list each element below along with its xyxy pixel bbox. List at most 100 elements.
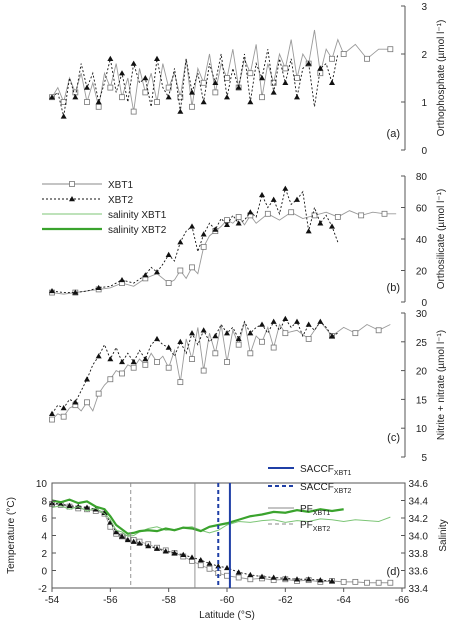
panel-c-ytick-label: 20 [416,367,428,378]
legend-label: salinity XBT2 [108,225,167,236]
panel-c-point-xbt2 [177,338,184,344]
panel-c-point-xbt2 [200,327,207,333]
panel-d-point-xbt2 [294,576,300,582]
panel-a-point-xbt2 [212,79,219,85]
panel-c-y-label: Nitrite + nitrate (µmol l⁻¹) [436,330,447,440]
panel-a-point-xbt2 [294,94,300,100]
panel-d-point-xbt1 [340,578,347,585]
front-legend-label: PFXBT2 [300,520,330,533]
panel-b-point-xbt1 [189,264,195,271]
panel-d-right-tick-label: 34.2 [409,514,429,525]
panel-a-point-xbt1 [212,89,219,96]
front-legend-label: PFXBT1 [300,504,330,517]
panel-b-point-xbt2 [189,223,195,229]
x-tick-label: -62 [278,595,293,606]
panel-c-point-xbt2 [130,358,137,365]
legend-marker [69,181,75,187]
panel-c-point-xbt1 [305,336,312,342]
panel-a-point-xbt1 [270,79,277,86]
panel-b-series-xbt2 [51,187,339,293]
panel-d-left-tick-label: -2 [38,584,47,595]
panel-b-ytick-label: 20 [416,267,428,278]
panel-a-point-xbt2 [282,79,289,85]
panel-d-point-xbt2 [247,571,254,578]
panel-d-point-xbt2 [162,548,169,554]
panel-a-point-xbt1 [340,51,347,57]
panel-d-point-xbt1 [375,579,382,586]
panel-d-point-xbt1 [235,574,242,581]
panel-a-point-xbt1 [154,99,160,105]
panel-a-point-xbt1 [282,65,289,72]
legend-marker [69,196,75,202]
panel-d-point-xbt2 [84,504,90,510]
panel-a-ytick-label: 1 [421,98,427,109]
panel-b-point-xbt2 [165,251,172,257]
panel-c-point-xbt2 [119,358,125,365]
panel-c-point-xbt2 [154,335,160,342]
legend-label: XBT1 [108,180,133,191]
panel-c-point-xbt1 [200,367,207,374]
panel-b-point-xbt2 [154,269,160,275]
panel-d-point-xbt2 [154,545,160,551]
panel-a-point-xbt2 [189,89,195,95]
panel-d-point-xbt2 [145,543,152,549]
panel-c-point-xbt2 [294,318,300,324]
panel-b-point-xbt1 [288,209,295,216]
panel-a-point-xbt1 [317,70,324,77]
panel-c-point-xbt2 [224,330,230,336]
panel-c-point-xbt1 [107,376,114,383]
panel-b-point-xbt1 [358,212,365,219]
panel-c-point-xbt2 [165,344,172,350]
panel-b-point-xbt1 [264,210,271,217]
panel-a-point-xbt1 [165,84,172,91]
panel-c-series-xbt1 [51,320,391,420]
panel-c-ytick-label: 25 [416,338,428,349]
panel-letter: (d) [387,566,400,578]
panel-c-point-xbt1 [235,341,242,348]
panel-d-right-tick-label: 34.4 [409,497,429,508]
panel-d-right-tick-label: 33.8 [409,549,429,560]
panel-b-y-label: Orthosilicate (µmol l⁻¹) [436,189,447,290]
panel-a-point-xbt2 [119,70,125,76]
panel-a-point-xbt2 [95,99,102,105]
panel-b-point-xbt1 [177,267,184,274]
panel-b-point-xbt2 [294,196,300,202]
panel-c-ytick-label: 10 [416,424,428,435]
panel-c-series-xbt2 [51,317,339,415]
panel-b-point-xbt2 [305,228,312,234]
panel-d-point-xbt2 [124,536,131,543]
panel-c-point-xbt2 [259,321,265,327]
panel-a-point-xbt1 [387,46,394,53]
panel-d-point-xbt2 [329,578,335,584]
panel-a-series-xbt1 [51,29,391,112]
panel-c-ytick-label: 15 [416,395,428,406]
panel-d-y-label: Temperature (°C) [6,497,17,574]
panel-d-right-tick-label: 33.4 [409,584,429,595]
panel-d-point-xbt2 [197,557,204,563]
panel-b-point-xbt2 [177,239,184,245]
panel-a-point-xbt2 [329,79,335,85]
panel-c-point-xbt1 [84,399,90,406]
panel-b-point-xbt2 [259,191,265,198]
panel-b-point-xbt2 [142,272,149,278]
panel-b-point-xbt2 [270,196,277,202]
panel-c-point-xbt1 [212,350,219,357]
panel-b-point-xbt2 [235,220,242,226]
front-legend-label: SACCFXBT2 [300,482,352,495]
panel-d-left-tick-label: 2 [41,549,47,560]
panel-d-point-xbt2 [113,529,120,535]
panel-b-point-xbt2 [72,289,79,295]
panel-letter: (a) [387,128,400,140]
panel-b-point-xbt1 [165,280,172,287]
panel-d-left-tick-label: 10 [36,479,48,490]
panel-a-point-xbt1 [130,108,137,115]
panel-d-series-salinity-xbt2 [51,498,344,535]
panel-c-point-xbt2 [84,376,90,382]
panel-b-ytick-label: 60 [416,204,428,215]
panel-a-point-xbt2 [49,94,55,100]
panel-d-left-tick-label: 4 [41,532,47,543]
panel-b-point-xbt1 [200,243,207,250]
panel-b-point-xbt1 [381,210,388,217]
panel-b-point-xbt2 [317,220,324,226]
panel-d-point-xbt2 [136,540,143,546]
